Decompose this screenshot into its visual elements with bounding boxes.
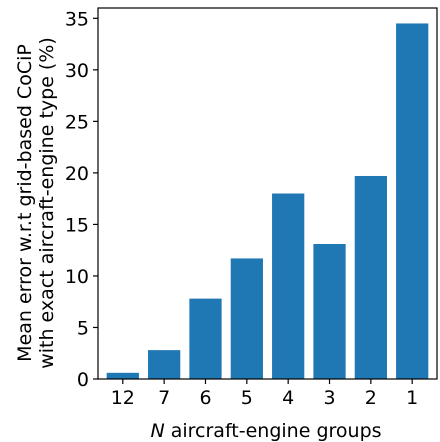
bar-12 [106,372,139,379]
y-axis-label: Mean error w.r.t grid-based CoCiP with e… [14,37,58,369]
y-tick-label-20: 20 [65,163,89,185]
x-tick-label-3: 3 [323,387,335,409]
bar-4 [272,193,305,379]
x-tick-label-6: 6 [199,387,211,409]
y-tick-label-35: 35 [65,8,89,30]
x-tick-label-4: 4 [282,387,294,409]
bar-7 [148,350,181,379]
plot-frame [97,7,438,380]
x-axis-label: N aircraft-engine groups [150,420,381,442]
bar-6 [189,298,222,379]
y-tick-label-10: 10 [65,266,89,288]
y-tick-label-0: 0 [77,369,89,391]
y-tick-label-30: 30 [65,60,89,82]
y-axis-ticks: 0 5 10 15 20 25 30 35 [65,8,98,391]
bar-2 [354,175,387,379]
x-tick-label-5: 5 [241,387,253,409]
y-tick-label-5: 5 [77,317,89,339]
x-tick-label-7: 7 [158,387,170,409]
y-tick-label-15: 15 [65,214,89,236]
x-tick-label-1: 1 [406,387,418,409]
x-axis-ticks: 12 7 6 5 4 3 2 1 [111,379,418,409]
bar-3 [313,244,346,379]
x-tick-label-2: 2 [365,387,377,409]
x-axis-label-variable: N [150,420,164,442]
x-axis-label-text: aircraft-engine groups [165,420,382,442]
bar-1 [396,23,429,380]
y-tick-label-25: 25 [65,111,89,133]
y-axis-label-line1: Mean error w.r.t grid-based CoCiP [14,44,36,362]
bars [106,23,429,380]
y-axis-label-line2: with exact aircraft-engine type (%) [36,37,58,369]
x-tick-label-12: 12 [111,387,135,409]
bar-5 [230,258,263,379]
